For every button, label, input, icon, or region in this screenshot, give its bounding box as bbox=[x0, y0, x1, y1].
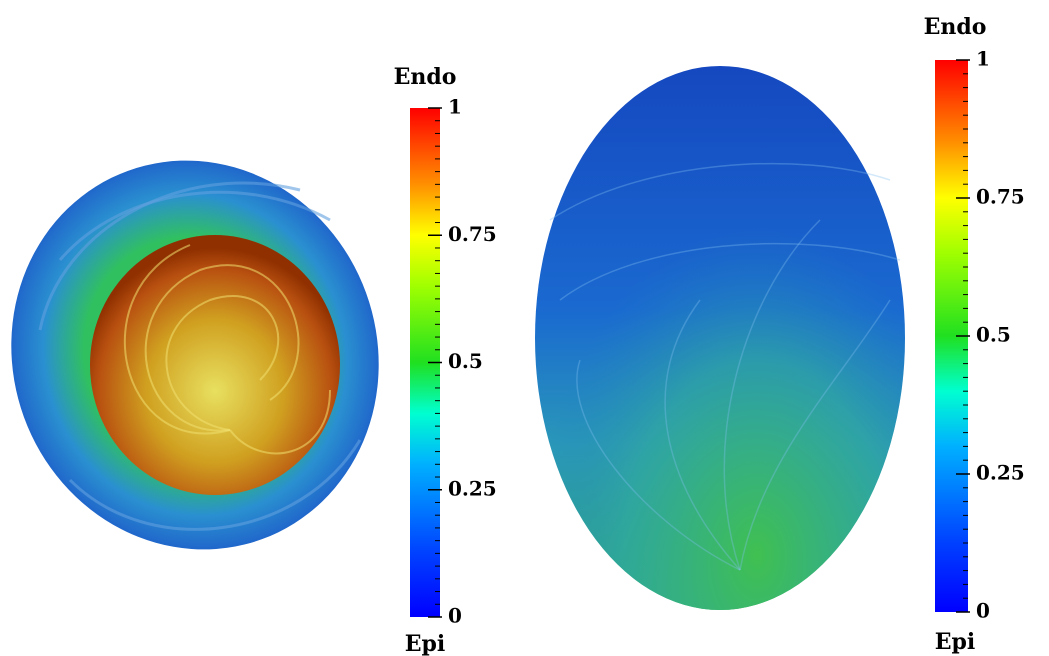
tick-label: 0.5 bbox=[448, 349, 483, 373]
colorbar: Endo Epi 0 0.25 0.5 0.75 1 bbox=[394, 64, 497, 656]
tick-label: 0.25 bbox=[448, 476, 497, 500]
tick-label: 0.75 bbox=[976, 185, 1025, 209]
colorbar-bottom-label: Epi bbox=[935, 629, 976, 655]
tick-label: 0.5 bbox=[976, 323, 1011, 347]
left-rendering bbox=[11, 160, 379, 550]
colorbar: Endo Epi 0 0.25 0.5 0.75 1 bbox=[924, 14, 1025, 655]
tick-label: 0 bbox=[976, 599, 990, 623]
colorbar-top-label: Endo bbox=[924, 14, 987, 40]
right-rendering bbox=[535, 66, 905, 610]
tick-label: 0.75 bbox=[448, 222, 497, 246]
tick-label: 1 bbox=[976, 47, 990, 71]
tick-label: 1 bbox=[448, 95, 462, 119]
colorbar-top-label: Endo bbox=[394, 64, 457, 90]
tick-label: 0 bbox=[448, 604, 462, 628]
tick-label: 0.25 bbox=[976, 461, 1025, 485]
colorbar-bottom-label: Epi bbox=[405, 631, 446, 656]
